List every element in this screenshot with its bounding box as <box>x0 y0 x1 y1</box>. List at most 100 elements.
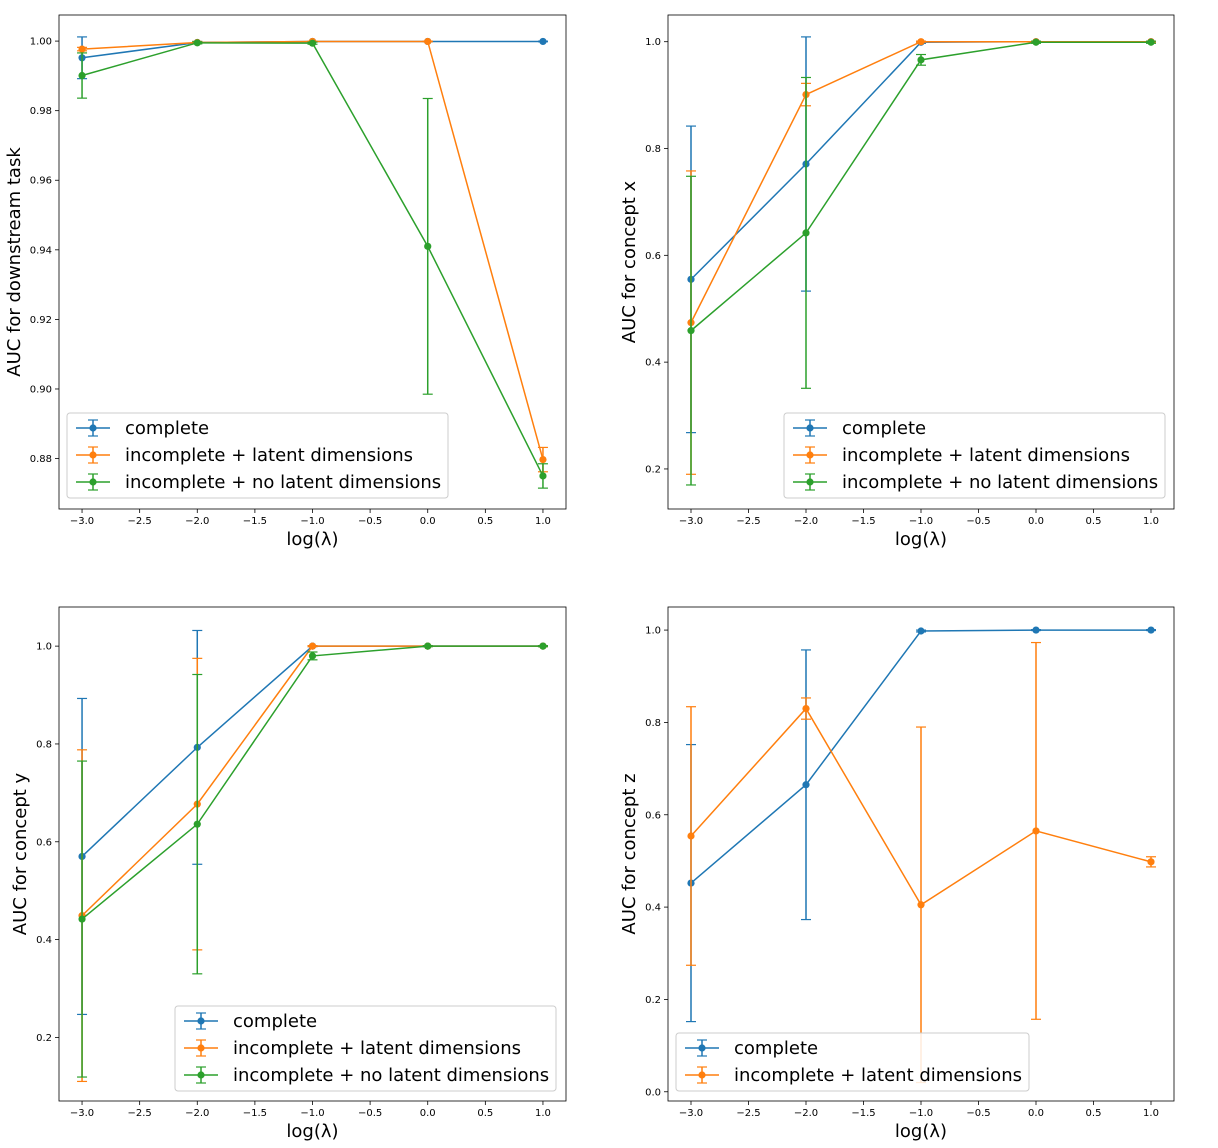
y-tick-label: 0.4 <box>36 935 52 946</box>
legend-marker <box>806 451 814 459</box>
x-tick-label: 0.0 <box>420 516 436 527</box>
data-point <box>539 642 547 650</box>
x-tick-label: −3.0 <box>679 516 703 527</box>
x-tick-label: −2.0 <box>185 516 209 527</box>
x-tick-label: 0.5 <box>477 1108 493 1119</box>
data-point <box>78 915 86 923</box>
data-point <box>802 781 810 789</box>
legend-marker <box>698 1044 706 1052</box>
x-tick-label: −1.0 <box>300 516 324 527</box>
x-tick-label: 1.0 <box>1143 1108 1159 1119</box>
x-tick-label: −1.0 <box>909 516 933 527</box>
y-tick-label: 0.4 <box>645 903 661 914</box>
legend-label: complete <box>734 1038 818 1059</box>
legend: complete incomplete + latent dimensions in… <box>174 1005 557 1092</box>
data-point <box>193 39 201 47</box>
series-complete <box>686 36 1156 434</box>
series-line <box>82 40 544 460</box>
data-point <box>193 820 201 828</box>
y-tick-label: 0.96 <box>30 176 52 187</box>
y-tick-label: 0.92 <box>30 315 52 326</box>
series-complete <box>77 629 548 1016</box>
series-line <box>81 645 543 917</box>
x-tick-label: −1.0 <box>300 1108 324 1119</box>
x-tick-label: −0.5 <box>966 516 990 527</box>
data-point <box>308 652 317 660</box>
legend-label: complete <box>842 418 926 439</box>
y-tick-label: 1.0 <box>36 642 52 653</box>
data-point <box>917 627 925 635</box>
data-point <box>802 704 810 713</box>
x-tick-label: 1.0 <box>535 516 551 527</box>
y-tick-label: 1.0 <box>645 626 661 637</box>
y-tick-label: 0.0 <box>645 1087 661 1098</box>
series-line <box>690 40 1151 280</box>
y-tick-label: 0.6 <box>645 810 661 821</box>
x-axis-label: log(λ) <box>286 529 338 550</box>
y-tick-label: 0.4 <box>645 358 661 369</box>
data-point <box>1147 626 1155 634</box>
data-point <box>802 229 810 237</box>
legend-label: incomplete + latent dimensions <box>233 1038 521 1059</box>
x-tick-label: −2.5 <box>736 516 760 527</box>
plot-frame <box>58 14 567 510</box>
series-no_latent <box>686 38 1156 486</box>
legend-marker <box>806 478 814 486</box>
y-tick-label: 0.88 <box>30 454 52 465</box>
legend-marker <box>89 478 97 486</box>
x-axis-label: log(λ) <box>895 1121 947 1142</box>
x-tick-label: −0.5 <box>358 1108 382 1119</box>
data-point <box>308 642 317 650</box>
legend-box <box>174 1005 557 1092</box>
legend-label: incomplete + latent dimensions <box>842 445 1130 466</box>
x-tick-label: −2.0 <box>185 1108 209 1119</box>
legend-label: incomplete + no latent dimensions <box>233 1065 549 1086</box>
series-latent <box>686 641 1156 1084</box>
data-point <box>687 832 695 840</box>
legend-marker <box>698 1071 706 1079</box>
data-point <box>78 45 86 53</box>
legend-label: incomplete + latent dimensions <box>734 1065 1022 1086</box>
data-point <box>424 642 432 650</box>
x-tick-label: −3.0 <box>70 1108 94 1119</box>
legend-marker <box>89 451 97 459</box>
data-point <box>308 39 317 47</box>
data-point <box>687 327 695 335</box>
x-tick-label: −1.5 <box>243 1108 267 1119</box>
legend-box <box>66 412 449 499</box>
series-no_latent <box>77 39 548 489</box>
y-tick-label: 1.00 <box>30 37 52 48</box>
y-tick-label: 0.90 <box>30 384 52 395</box>
legend-marker <box>197 1044 205 1052</box>
y-tick-label: 0.2 <box>645 995 661 1006</box>
x-tick-label: −2.5 <box>128 1108 152 1119</box>
legend-box <box>783 412 1166 499</box>
legend-marker <box>806 424 814 432</box>
y-axis-label: AUC for concept x <box>619 180 640 343</box>
x-tick-label: −1.5 <box>243 516 267 527</box>
data-point <box>917 901 925 909</box>
x-tick-label: −3.0 <box>679 1108 703 1119</box>
data-point <box>539 456 547 464</box>
x-tick-label: 0.0 <box>1028 516 1044 527</box>
legend-label: complete <box>233 1011 317 1032</box>
y-tick-label: 0.2 <box>645 464 661 475</box>
data-point <box>917 38 925 46</box>
x-axis-label: log(λ) <box>895 529 947 550</box>
y-tick-label: 0.94 <box>30 245 52 256</box>
y-axis-label: AUC for downstream task <box>4 147 25 377</box>
series-line <box>81 42 544 477</box>
x-tick-label: −2.0 <box>794 1108 818 1119</box>
y-axis-label: AUC for concept z <box>619 773 640 934</box>
plot-frame <box>667 14 1175 510</box>
data-point <box>1147 858 1155 866</box>
x-tick-label: −2.5 <box>128 516 152 527</box>
y-tick-label: 0.98 <box>30 106 52 117</box>
data-point <box>539 37 547 46</box>
data-point <box>1032 38 1040 46</box>
y-tick-label: 0.8 <box>645 144 661 155</box>
x-tick-label: 0.5 <box>1086 516 1102 527</box>
x-tick-label: 0.0 <box>1028 1108 1044 1119</box>
x-tick-label: −0.5 <box>358 516 382 527</box>
x-tick-label: −1.5 <box>851 1108 875 1119</box>
